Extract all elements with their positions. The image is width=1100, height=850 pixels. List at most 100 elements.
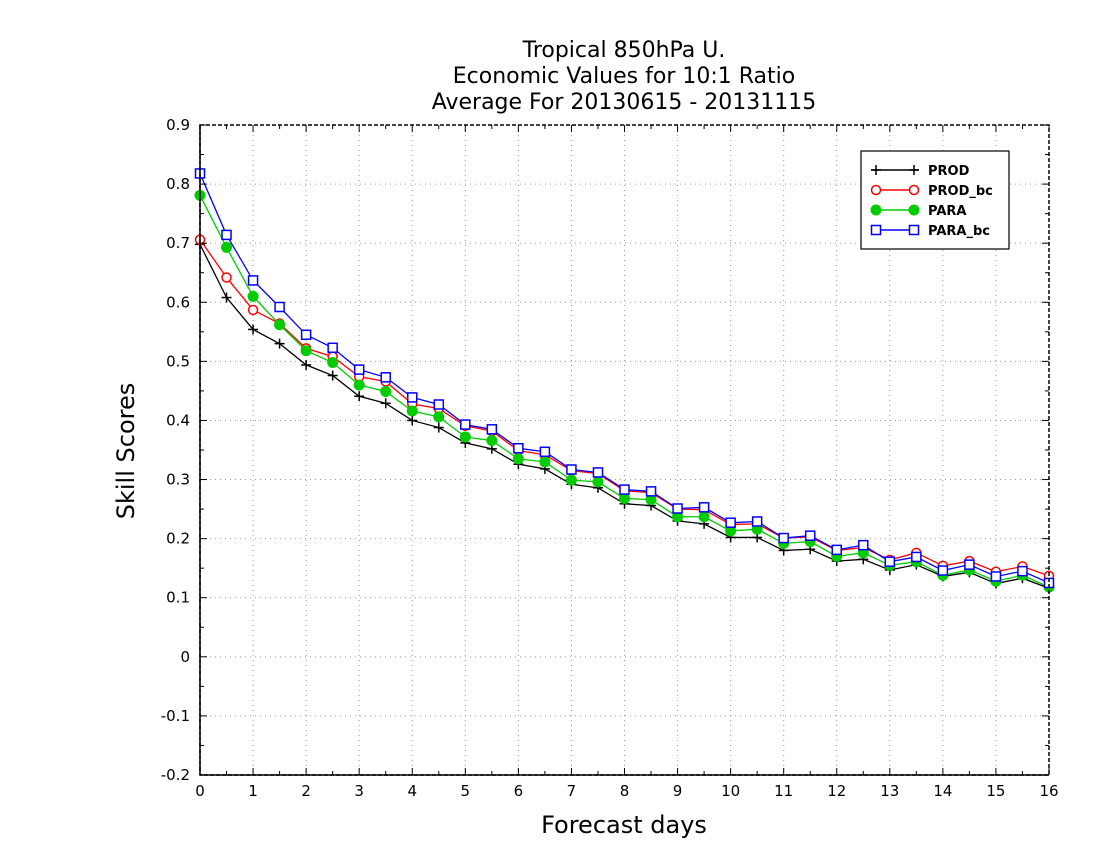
x-tick-label: 1: [248, 782, 258, 800]
x-tick-label: 10: [721, 782, 740, 800]
data-point: [380, 372, 391, 383]
data-point: [380, 386, 392, 397]
legend-item: PROD_bc: [870, 184, 993, 199]
y-tick-label: 0.7: [166, 234, 190, 252]
x-tick-label: 0: [195, 782, 205, 800]
data-point: [300, 345, 312, 357]
data-point: [433, 399, 445, 410]
data-point: [937, 565, 949, 576]
x-axis-title: Forecast days: [541, 811, 707, 839]
data-point: [247, 290, 259, 302]
legend-marker-right: [908, 224, 920, 236]
y-axis-title: Skill Scores: [112, 383, 140, 520]
x-tick-label: 12: [827, 782, 846, 800]
x-tick-label: 16: [1039, 782, 1058, 800]
data-point: [884, 556, 896, 567]
data-point: [539, 446, 551, 458]
x-tick-label: 14: [933, 782, 952, 800]
data-point: [698, 502, 710, 513]
series-para-bc: [194, 168, 1055, 589]
data-point: [858, 539, 869, 551]
data-point: [725, 517, 736, 528]
data-point: [274, 301, 285, 313]
title-line-2: Economic Values for 10:1 Ratio: [453, 64, 795, 89]
data-point: [964, 559, 975, 570]
data-point: [406, 405, 418, 417]
data-point: [247, 275, 259, 286]
legend-box: [860, 150, 1010, 250]
data-point: [433, 411, 445, 423]
title-line-3: Average For 20130615 - 20131115: [432, 90, 817, 115]
data-point: [512, 453, 524, 465]
data-point: [698, 511, 710, 523]
legend-marker-right: [909, 165, 919, 175]
data-point: [407, 415, 418, 426]
legend-label: PROD: [928, 164, 970, 179]
data-point: [831, 544, 842, 556]
legend-item: PARA_bc: [870, 224, 990, 239]
data-point: [619, 492, 630, 504]
legend-marker-right: [908, 204, 920, 216]
title-line-1: Tropical 850hPa U.: [522, 38, 726, 63]
series-line: [199, 195, 1050, 588]
data-point: [990, 571, 1002, 582]
x-tick-label: 3: [354, 782, 364, 800]
data-point: [354, 391, 365, 402]
data-point: [459, 431, 471, 443]
data-point: [300, 329, 312, 341]
data-point: [751, 516, 763, 527]
y-tick-label: -0.2: [161, 766, 190, 784]
data-point: [460, 419, 471, 430]
data-point: [433, 422, 444, 433]
data-point: [565, 474, 577, 486]
data-point: [301, 359, 312, 370]
data-point: [221, 292, 232, 303]
x-tick-label: 5: [461, 782, 471, 800]
legend: PROD PROD_bc PARA PARA_bc: [860, 150, 1010, 250]
x-tick-label: 7: [567, 782, 577, 800]
data-point: [221, 241, 233, 253]
data-point: [274, 319, 286, 331]
y-tick-label: 0.6: [166, 293, 190, 311]
data-point: [645, 486, 657, 497]
data-point: [911, 551, 922, 563]
data-point: [619, 484, 630, 495]
legend-label: PARA_bc: [928, 224, 990, 239]
data-point: [247, 304, 259, 316]
data-point: [353, 364, 365, 375]
data-point: [486, 424, 498, 435]
y-tick-label: 0.2: [166, 530, 190, 548]
legend-marker-left: [870, 184, 882, 196]
y-tick-label: -0.1: [161, 707, 190, 725]
x-tick-label: 6: [514, 782, 524, 800]
legend-marker-left: [870, 224, 882, 236]
y-tick-label: 0: [180, 648, 190, 666]
data-point: [248, 324, 259, 335]
data-point: [566, 464, 577, 475]
data-point: [539, 456, 551, 468]
y-tick-label: 0.1: [166, 589, 190, 607]
x-tick-label: 15: [986, 782, 1005, 800]
legend-item: PROD: [871, 164, 970, 179]
data-point: [804, 530, 816, 541]
y-tick-label: 0.4: [166, 411, 190, 429]
y-tick-label: 0.5: [166, 352, 190, 370]
data-point: [1017, 565, 1028, 577]
data-point: [274, 338, 285, 349]
x-tick-label: 9: [673, 782, 683, 800]
data-point: [513, 442, 524, 454]
data-point: [592, 467, 604, 478]
x-tick-label: 13: [880, 782, 899, 800]
y-tick-label: 0.8: [166, 175, 190, 193]
legend-marker-left: [871, 165, 881, 175]
legend-marker-right: [908, 184, 920, 196]
data-point: [672, 503, 683, 514]
axes: 0 1 2 3 4 5 6 7 8 9 10 11 12 13 14 15 16-0.2-0.100.10.20…: [161, 116, 1059, 800]
data-point: [327, 370, 338, 381]
data-point: [327, 342, 338, 354]
legend-label: PROD_bc: [928, 184, 993, 199]
data-point: [221, 272, 232, 283]
x-tick-label: 4: [407, 782, 417, 800]
data-point: [380, 398, 391, 409]
